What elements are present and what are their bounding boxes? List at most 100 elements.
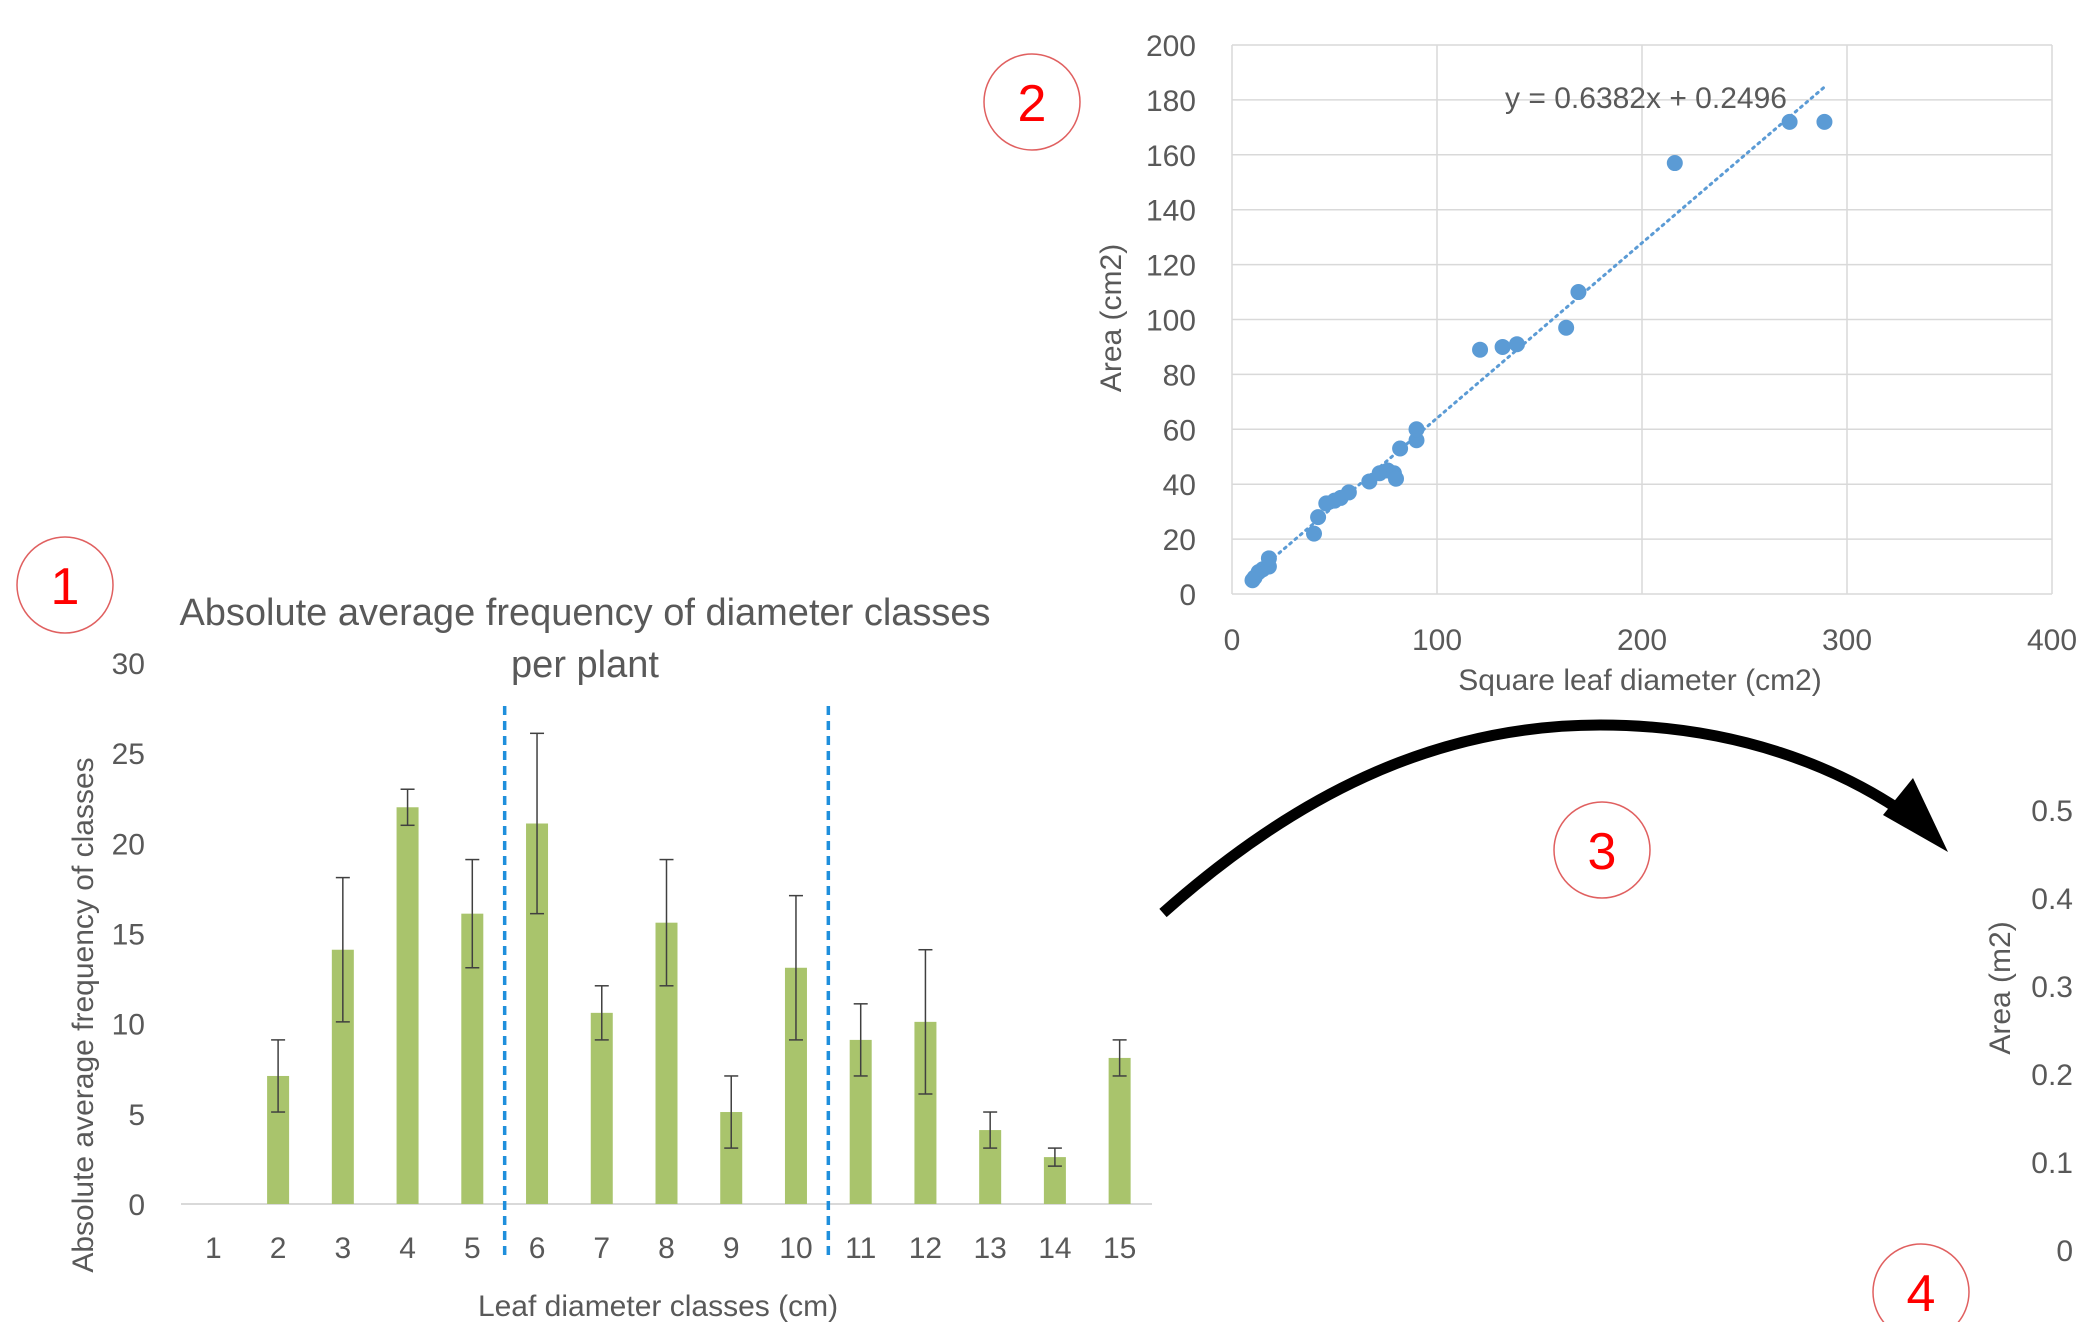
scatter-chart: 0 20 40 60 80 100 120 140 160 180 200 0 100 200 300 40… [1095, 30, 2077, 697]
marker-4-circle [1872, 1243, 1970, 1322]
scatter-chart-trendline-equation: y = 0.6382x + 0.2496 [1505, 82, 1787, 115]
scatter-chart-x-axis-label: Square leaf diameter (cm2) [1458, 664, 1822, 697]
scatter-chart-point [1570, 284, 1587, 301]
bar-chart-y-tick-label: 30 [112, 648, 145, 681]
bar-chart-dividers [502, 706, 831, 1255]
bar-chart-bar [396, 807, 419, 1204]
marker-1-circle [16, 536, 114, 634]
bar-chart: Absolute average frequency of diameter c… [67, 592, 1152, 1322]
bar-chart-x-tick-label: 15 [1103, 1232, 1136, 1265]
bar-chart-y-tick-label: 20 [112, 828, 145, 861]
bar-chart-title-line2: per plant [511, 644, 659, 686]
bar-chart-x-tick-label: 1 [205, 1232, 222, 1265]
bar-chart-y-tick-label: 10 [112, 1009, 145, 1042]
bar-chart-y-axis-label: Absolute average frequency of classes [67, 757, 100, 1272]
partial-chart-y-axis-label: Area (m2) [1984, 921, 2017, 1054]
scatter-chart-y-tick-label: 20 [1163, 524, 1196, 557]
partial-chart-y-tick-label: 0.2 [2031, 1059, 2073, 1092]
marker-4-label: 4 [1907, 1265, 1936, 1322]
bar-chart-y-tick-label: 25 [112, 738, 145, 771]
bar-chart-bar [331, 949, 354, 1204]
scatter-chart-y-tick-label: 100 [1146, 305, 1196, 338]
partial-chart-y-tick-label: 0.1 [2031, 1147, 2073, 1180]
partial-chart-y-ticks: 0 0.1 0.2 0.3 0.4 0.5 [2031, 795, 2073, 1268]
scatter-chart-grid [1231, 44, 2053, 595]
partial-chart-y-tick-label: 0 [2056, 1235, 2073, 1268]
marker-2-circle [983, 53, 1081, 151]
scatter-chart-points [1244, 113, 1833, 589]
scatter-chart-point [1781, 113, 1798, 130]
bar-chart-bars [267, 807, 1131, 1204]
curved-arrow-shaft [1159, 719, 1904, 918]
curved-arrow-head [1883, 778, 1948, 852]
bar-chart-bar [590, 1012, 613, 1204]
bar-chart-y-ticks: 0 5 10 15 20 25 30 [112, 648, 145, 1222]
curved-arrow [1159, 719, 1948, 918]
scatter-chart-y-tick-label: 120 [1146, 250, 1196, 283]
scatter-chart-x-ticks: 0 100 200 300 400 [1224, 624, 2077, 657]
bar-chart-bar [720, 1112, 743, 1204]
partial-chart-y-tick-label: 0.4 [2031, 883, 2073, 916]
partial-chart-y-tick-label: 0.3 [2031, 971, 2073, 1004]
marker-2: 2 [983, 53, 1081, 151]
scatter-chart-point [1816, 113, 1833, 130]
scatter-chart-point [1306, 525, 1322, 542]
bar-chart-x-tick-label: 8 [658, 1232, 675, 1265]
bar-chart-x-tick-label: 14 [1038, 1232, 1071, 1265]
scatter-chart-point [1408, 432, 1425, 449]
scatter-chart-y-tick-label: 160 [1146, 140, 1196, 173]
bar-chart-bar [784, 967, 807, 1204]
scatter-chart-point [1666, 155, 1683, 172]
scatter-chart-x-tick-label: 100 [1412, 624, 1462, 657]
scatter-chart-x-tick-label: 0 [1224, 624, 1241, 657]
scatter-chart-x-tick-label: 400 [2027, 624, 2077, 657]
scatter-chart-y-tick-label: 40 [1163, 469, 1196, 502]
scatter-chart-y-tick-label: 140 [1146, 195, 1196, 228]
bar-chart-title-line1: Absolute average frequency of diameter c… [179, 592, 990, 634]
marker-4: 4 [1872, 1243, 1970, 1322]
scatter-chart-y-tick-label: 200 [1146, 30, 1196, 63]
bar-chart-x-tick-label: 3 [334, 1232, 351, 1265]
bar-chart-x-axis-label: Leaf diameter classes (cm) [478, 1290, 838, 1322]
scatter-chart-y-tick-label: 80 [1163, 359, 1196, 392]
bar-chart-x-tick-label: 12 [909, 1232, 942, 1265]
bar-chart-x-tick-label: 6 [529, 1232, 546, 1265]
marker-3-circle [1553, 801, 1651, 899]
bar-chart-y-tick-label: 5 [128, 1099, 145, 1132]
bar-chart-x-tick-label: 5 [464, 1232, 481, 1265]
scatter-chart-point [1388, 470, 1404, 487]
marker-3: 3 [1553, 801, 1651, 899]
scatter-chart-x-tick-label: 200 [1617, 624, 1667, 657]
bar-chart-x-tick-label: 10 [779, 1232, 812, 1265]
partial-chart-y-tick-label: 0.5 [2031, 795, 2073, 828]
scatter-chart-point [1340, 484, 1357, 501]
scatter-chart-y-tick-label: 180 [1146, 85, 1196, 118]
scatter-chart-point [1472, 341, 1489, 358]
scatter-chart-x-tick-label: 300 [1822, 624, 1872, 657]
scatter-chart-point [1408, 421, 1425, 438]
bar-chart-x-ticks: 1 2 3 4 5 6 7 8 9 10 11 12 13 14 15 [205, 1232, 1136, 1265]
bar-chart-bar [1108, 1057, 1131, 1204]
scatter-chart-point [1260, 550, 1277, 567]
marker-3-label: 3 [1588, 823, 1617, 881]
bar-chart-bar [849, 1039, 872, 1204]
scatter-chart-point [1558, 319, 1575, 336]
bar-chart-bar [655, 922, 678, 1204]
partial-chart: 0 0.1 0.2 0.3 0.4 0.5 Area (m2) [1984, 795, 2073, 1268]
bar-chart-x-tick-label: 9 [723, 1232, 740, 1265]
bar-chart-x-tick-label: 4 [399, 1232, 416, 1265]
marker-1: 1 [16, 536, 114, 634]
scatter-chart-y-tick-label: 0 [1179, 579, 1196, 612]
bar-chart-x-tick-label: 13 [973, 1232, 1006, 1265]
marker-2-label: 2 [1018, 75, 1047, 133]
bar-chart-bar [267, 1075, 290, 1204]
bar-chart-bar [461, 913, 484, 1204]
bar-chart-x-tick-label: 11 [845, 1232, 876, 1265]
bar-chart-x-tick-label: 7 [593, 1232, 610, 1265]
scatter-chart-point [1508, 336, 1525, 353]
scatter-chart-y-ticks: 0 20 40 60 80 100 120 140 160 180 200 [1146, 30, 1196, 612]
bar-chart-bar [1043, 1157, 1066, 1204]
scatter-chart-point [1494, 338, 1511, 355]
scatter-chart-point [1392, 440, 1409, 457]
